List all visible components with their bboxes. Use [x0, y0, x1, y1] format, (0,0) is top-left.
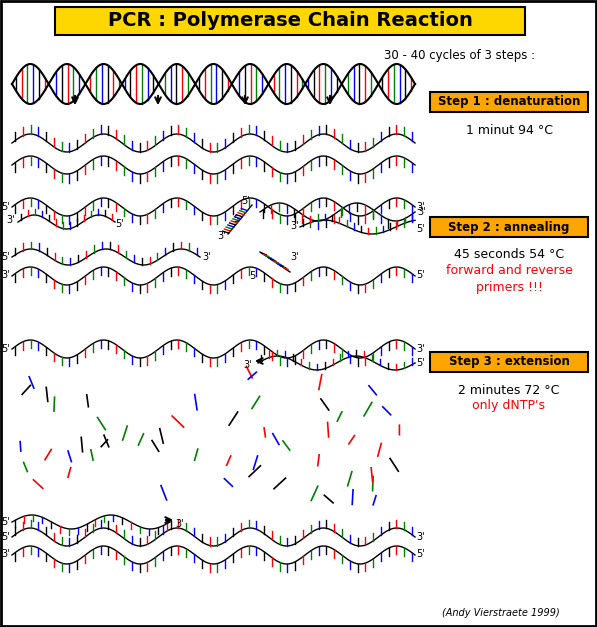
Text: only dNTP's: only dNTP's [472, 399, 546, 411]
FancyBboxPatch shape [430, 217, 588, 237]
Text: PCR : Polymerase Chain Reaction: PCR : Polymerase Chain Reaction [107, 11, 472, 31]
Text: 3': 3' [176, 519, 184, 529]
Text: 5': 5' [2, 252, 10, 262]
Text: 3': 3' [2, 270, 10, 280]
Text: 30 - 40 cycles of 3 steps :: 30 - 40 cycles of 3 steps : [384, 48, 535, 61]
Text: 5': 5' [417, 270, 426, 280]
Text: 3': 3' [417, 202, 425, 212]
Text: 5': 5' [2, 344, 10, 354]
Text: Step 3 : extension: Step 3 : extension [448, 356, 570, 369]
Text: 5': 5' [417, 358, 426, 368]
Text: forward and reverse
primers !!!: forward and reverse primers !!! [445, 263, 573, 295]
Text: 3': 3' [2, 549, 10, 559]
Text: 5': 5' [242, 196, 250, 206]
Text: Step 1 : denaturation: Step 1 : denaturation [438, 95, 580, 108]
Text: 5': 5' [250, 271, 259, 281]
Text: 3': 3' [417, 344, 425, 354]
Text: 5': 5' [417, 224, 426, 234]
Text: 5': 5' [2, 202, 10, 212]
Text: 2 minutes 72 °C: 2 minutes 72 °C [458, 384, 560, 396]
Text: (Andy Vierstraete 1999): (Andy Vierstraete 1999) [442, 608, 560, 618]
FancyBboxPatch shape [430, 352, 588, 372]
Text: 3': 3' [291, 252, 299, 262]
Text: 1 minut 94 °C: 1 minut 94 °C [466, 124, 552, 137]
Text: 5: 5 [233, 214, 239, 223]
FancyBboxPatch shape [55, 7, 525, 35]
Text: 3': 3' [417, 532, 425, 542]
Text: 3': 3' [418, 207, 426, 217]
Text: 3': 3' [218, 231, 226, 241]
Text: 5': 5' [2, 532, 10, 542]
Text: Step 2 : annealing: Step 2 : annealing [448, 221, 570, 233]
Text: 3': 3' [7, 215, 16, 225]
Text: 3': 3' [244, 360, 253, 370]
Text: 5': 5' [116, 219, 124, 229]
Text: 3': 3' [291, 221, 299, 231]
Text: 5': 5' [417, 549, 426, 559]
Text: 5': 5' [2, 517, 10, 527]
Text: 45 seconds 54 °C: 45 seconds 54 °C [454, 248, 564, 261]
FancyBboxPatch shape [430, 92, 588, 112]
Text: 3': 3' [203, 252, 211, 262]
